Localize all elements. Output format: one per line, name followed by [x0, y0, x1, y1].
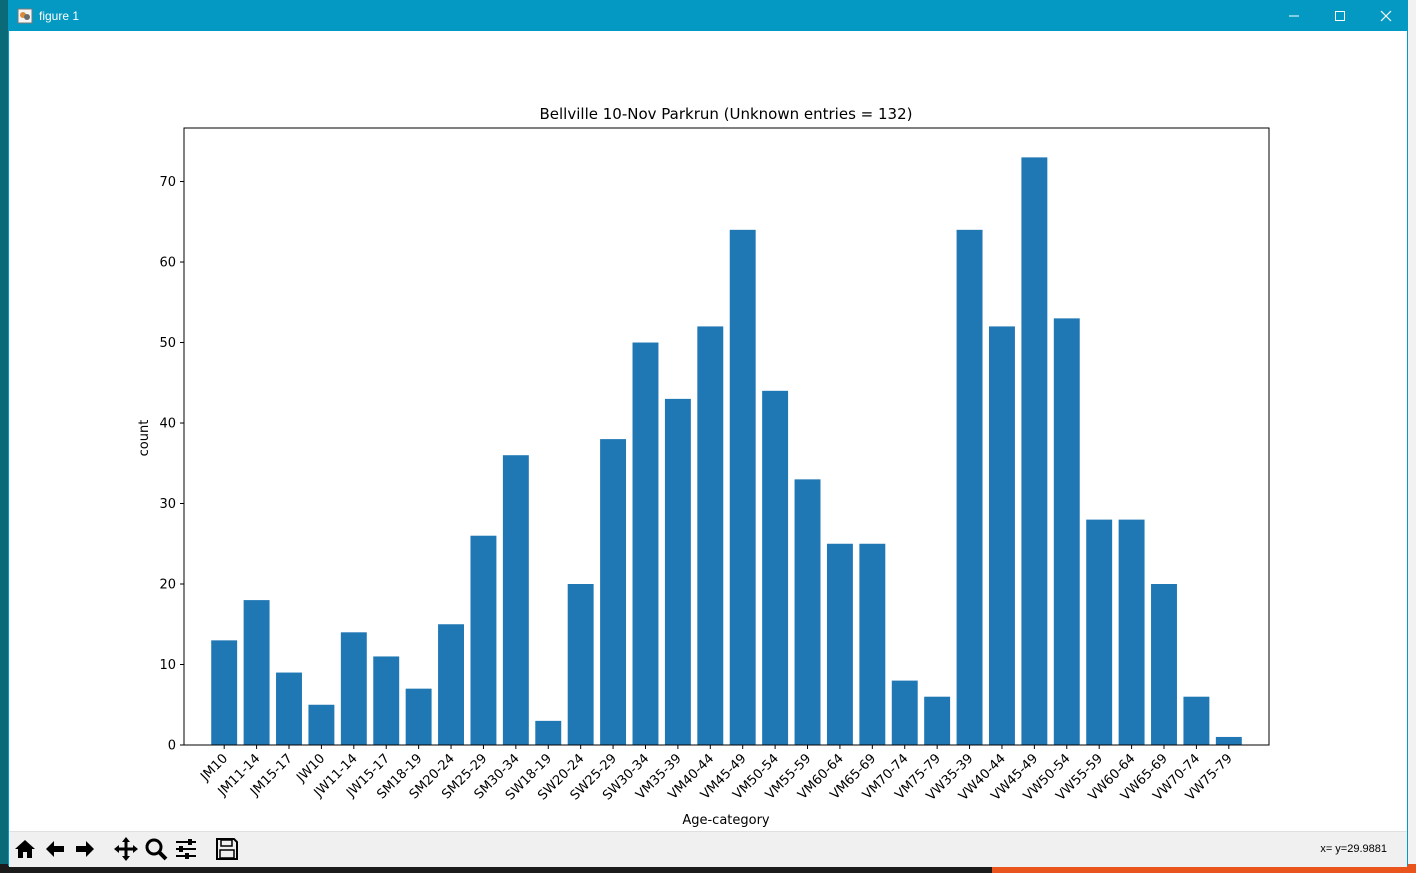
bar-SM30-34: [502, 455, 529, 745]
bar-JM15-17: [276, 672, 302, 745]
y-tick-label: 30: [159, 497, 176, 512]
bar-VW50-54: [1053, 318, 1080, 745]
configure-subplots-icon: [176, 839, 196, 859]
y-tick-label: 40: [159, 417, 176, 432]
pan-button[interactable]: [112, 835, 140, 863]
bar-SW30-34: [632, 342, 659, 745]
bar-SW18-19: [535, 720, 562, 745]
minimize-button[interactable]: [1271, 1, 1317, 31]
navigation-toolbar: x= y=29.9881: [9, 831, 1407, 867]
bar-JM11-14: [243, 600, 270, 745]
background-window-edge-right: [1408, 0, 1416, 873]
bar-VW60-64: [1118, 519, 1145, 745]
home-button[interactable]: [11, 835, 39, 863]
minimize-icon: [1289, 15, 1299, 17]
forward-arrow-icon: [76, 841, 94, 857]
bar-VW75-79: [1215, 736, 1242, 745]
bar-SW25-29: [600, 439, 627, 745]
window-title: figure 1: [39, 9, 80, 23]
plot-area[interactable]: Bellville 10-Nov Parkrun (Unknown entrie…: [9, 31, 1407, 831]
bar-VM75-79: [924, 696, 951, 745]
bar-VM40-44: [697, 326, 724, 745]
title-bar[interactable]: figure 1: [9, 1, 1407, 31]
bar-JM10: [211, 640, 238, 745]
y-tick-label: 20: [159, 578, 176, 593]
figure-window: figure 1 Bellville 10-Nov Parkrun (Unkno…: [8, 0, 1408, 867]
home-icon: [15, 840, 35, 858]
close-icon: [1380, 10, 1392, 22]
zoom-icon: [145, 838, 168, 861]
back-button[interactable]: [41, 835, 69, 863]
bar-VM70-74: [891, 680, 918, 745]
bar-JW15-17: [373, 656, 400, 745]
app-icon: [17, 8, 33, 24]
bar-SM18-19: [405, 688, 432, 745]
bar-VW55-59: [1086, 519, 1113, 745]
bar-SM25-29: [470, 535, 497, 745]
close-button[interactable]: [1363, 1, 1409, 31]
save-icon: [216, 838, 238, 860]
bar-SM20-24: [438, 624, 464, 745]
background-console-strip: [0, 864, 1416, 873]
back-arrow-icon: [46, 841, 64, 857]
maximize-button[interactable]: [1317, 1, 1363, 31]
pan-icon: [114, 837, 138, 861]
y-tick-label: 0: [168, 739, 176, 754]
save-button[interactable]: [213, 835, 241, 863]
bar-VM50-54: [762, 390, 789, 745]
y-tick-label: 60: [159, 256, 176, 271]
chart-title: Bellville 10-Nov Parkrun (Unknown entrie…: [540, 105, 913, 123]
bar-VM55-59: [794, 479, 821, 745]
bar-VM45-49: [729, 229, 756, 745]
bar-VM35-39: [664, 398, 691, 745]
bar-VM65-69: [859, 543, 886, 745]
y-tick-label: 50: [159, 336, 176, 351]
bar-VW35-39: [956, 229, 983, 745]
bar-JW10: [308, 704, 335, 745]
y-axis-label: count: [137, 420, 152, 457]
axes-frame: [183, 127, 1270, 746]
cursor-coordinates: x= y=29.9881: [1320, 843, 1387, 855]
y-tick-label: 70: [159, 175, 176, 190]
y-tick-label: 10: [159, 658, 176, 673]
bar-chart: Bellville 10-Nov Parkrun (Unknown entrie…: [137, 105, 1270, 828]
forward-button[interactable]: [71, 835, 99, 863]
background-window-edge: [0, 0, 8, 873]
bar-VW40-44: [989, 326, 1015, 745]
bar-VW65-69: [1151, 584, 1177, 745]
bar-JW11-14: [340, 632, 367, 745]
zoom-button[interactable]: [142, 835, 170, 863]
bar-VM60-64: [826, 543, 853, 745]
bar-SW20-24: [567, 584, 594, 745]
background-app-strip: [992, 864, 1416, 873]
bar-VW45-49: [1021, 157, 1048, 745]
bar-VW70-74: [1183, 696, 1210, 745]
configure-subplots-button[interactable]: [172, 835, 200, 863]
x-axis-label: Age-category: [682, 813, 770, 828]
maximize-icon: [1335, 11, 1345, 21]
